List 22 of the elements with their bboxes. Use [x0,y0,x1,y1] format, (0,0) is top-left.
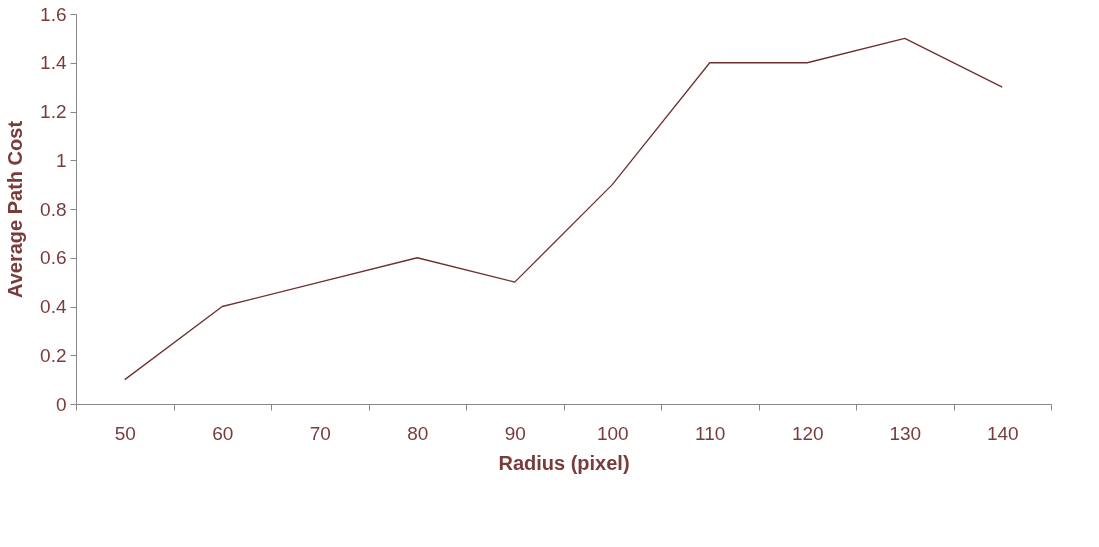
x-tick-label: 110 [695,422,726,444]
y-tick-label: 1.6 [40,3,67,25]
y-tick-label: 1.2 [40,101,67,122]
y-tick-label: 1 [55,149,67,171]
x-axis-title: Radius (pixel) [498,451,630,474]
y-tick-label: 0.4 [40,296,67,317]
x-tick-label: 60 [212,422,234,444]
y-tick-label: 0.6 [40,247,67,269]
x-tick-label: 100 [596,422,629,444]
x-tick-label: 120 [791,422,824,444]
line-series [124,37,1003,381]
x-tick-label: 50 [114,422,136,444]
x-tick-label: 80 [407,422,429,444]
x-tick-label: 130 [889,422,922,444]
x-tick-label: 70 [309,422,331,444]
y-axis-title: Average Path Cost [4,120,27,299]
y-tick-label: 0 [55,393,67,415]
x-tick-label: 90 [504,422,526,444]
y-tick-label: 0.2 [40,344,67,366]
y-tick-label: 1.4 [40,52,67,74]
y-tick-label: 0.8 [40,198,67,220]
x-tick-label: 140 [986,422,1019,444]
